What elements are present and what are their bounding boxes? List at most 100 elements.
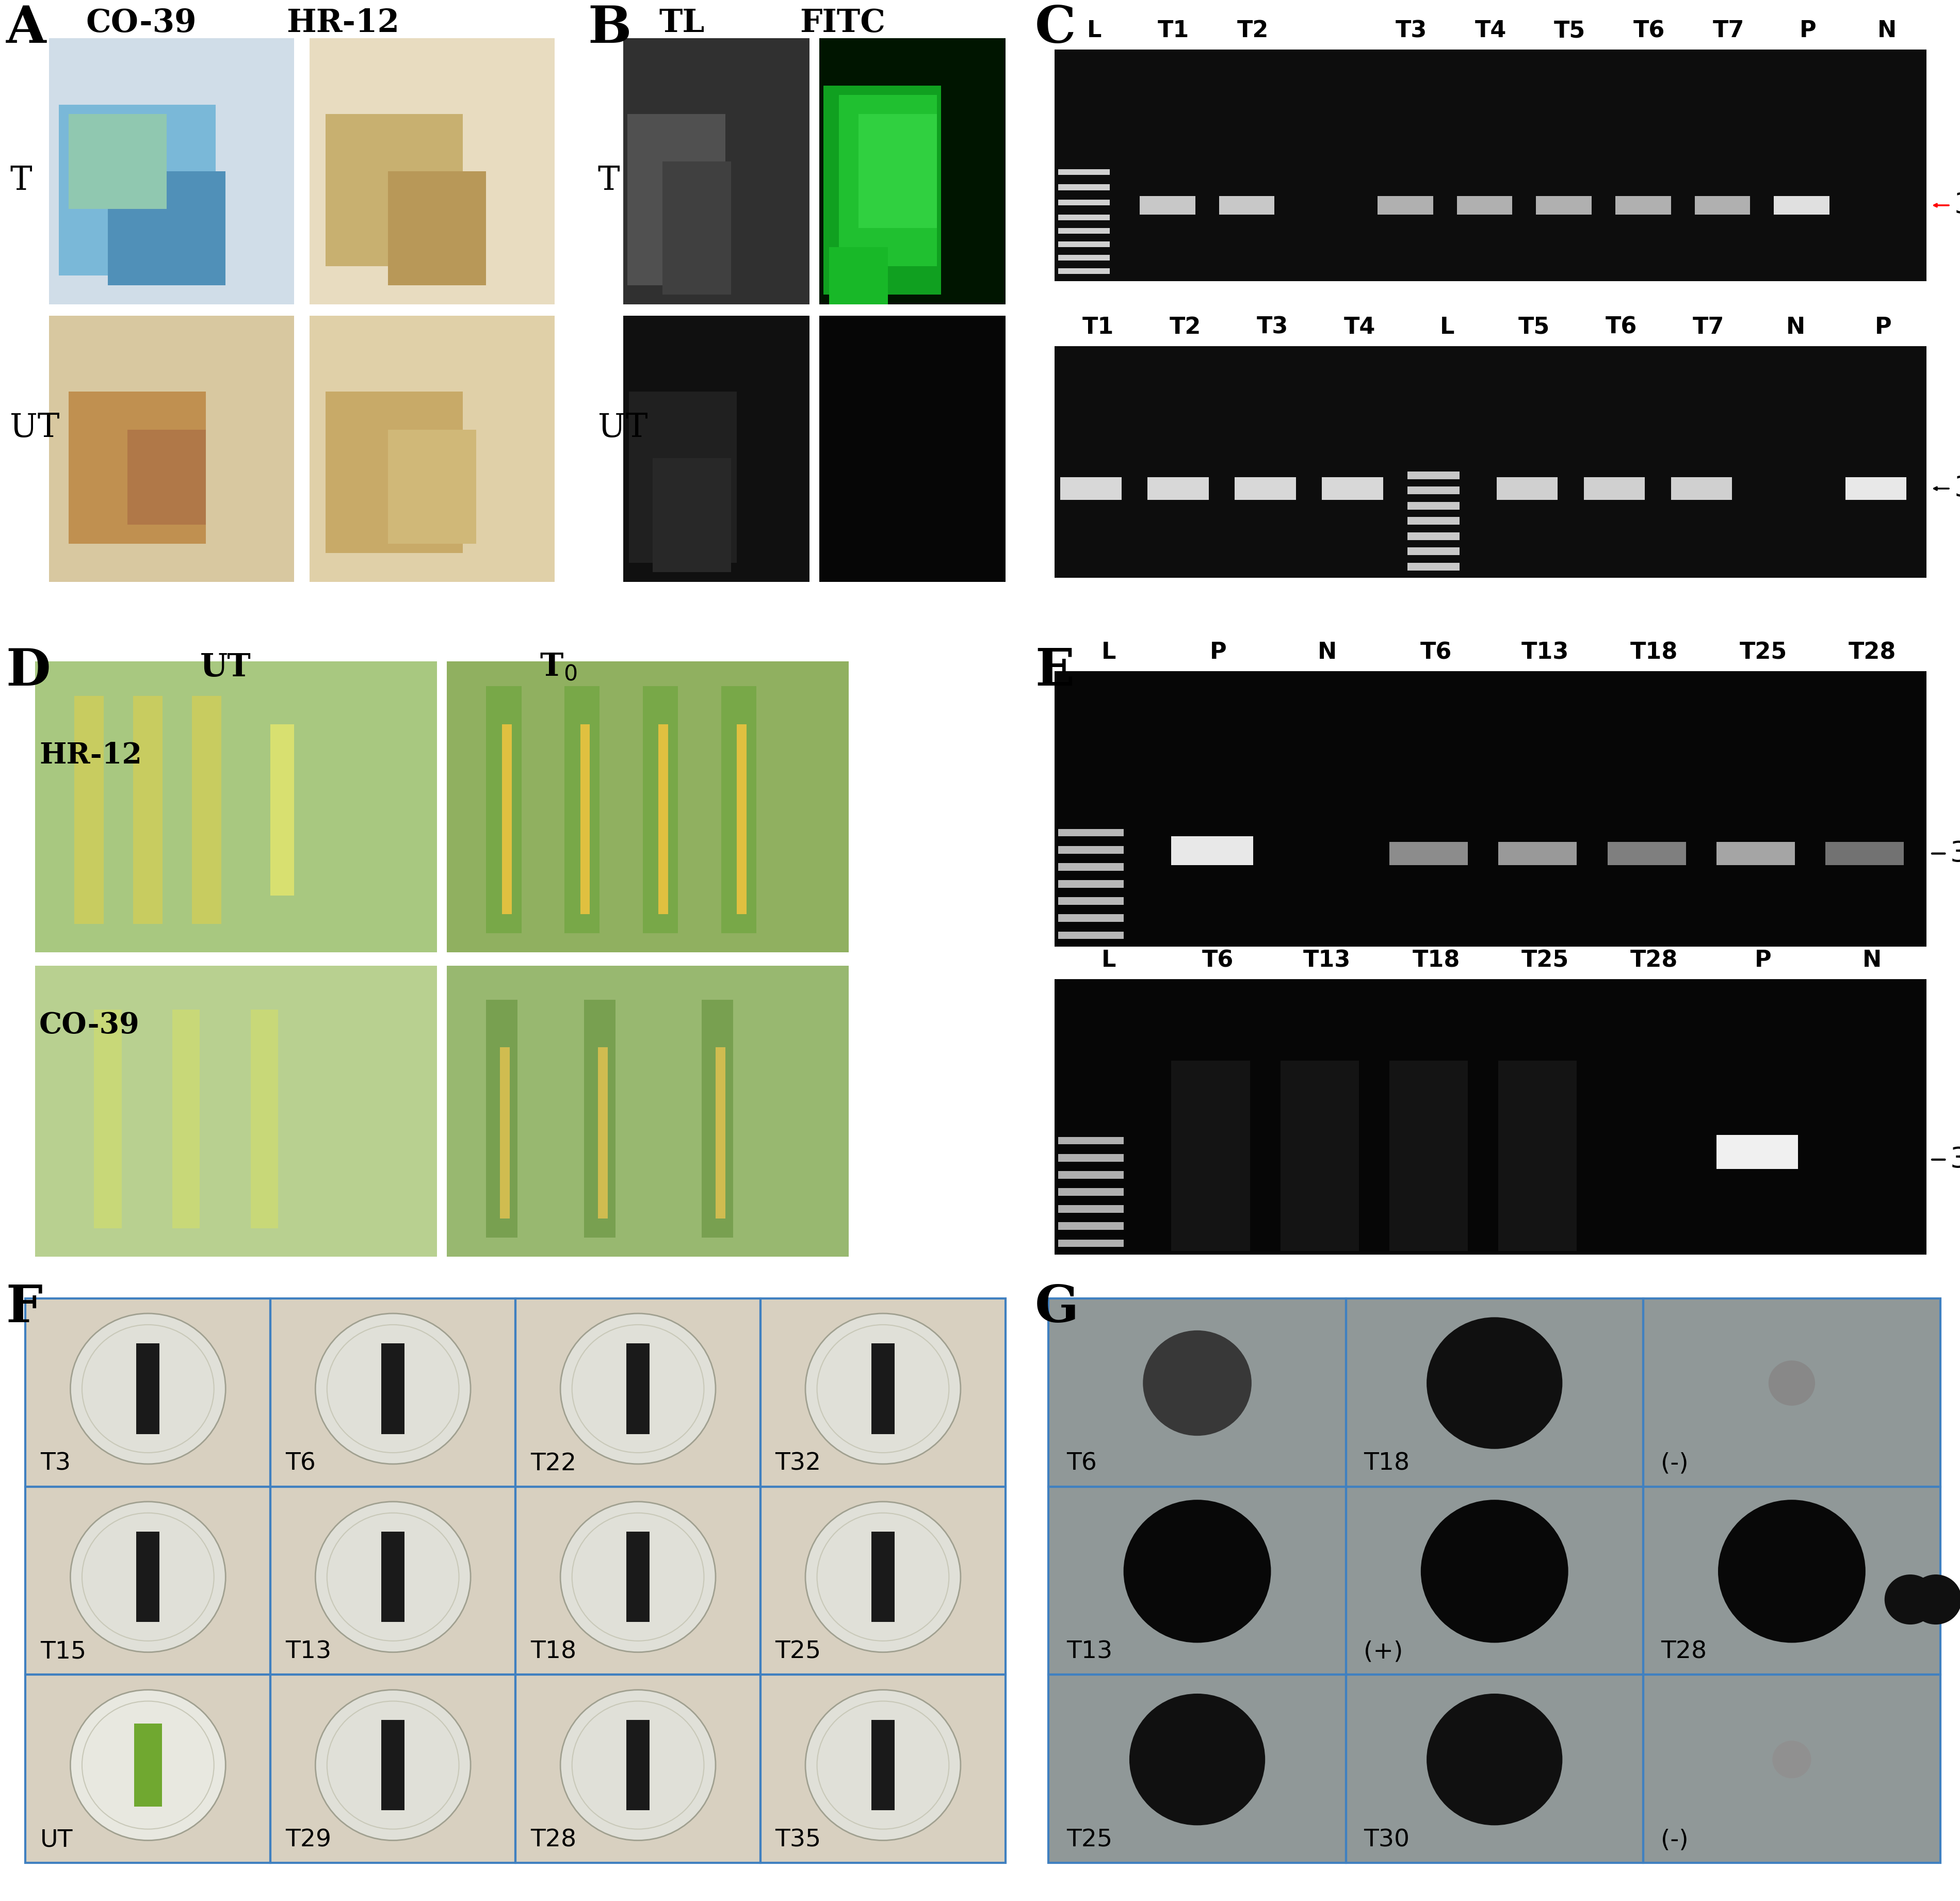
Bar xyxy=(1407,517,1460,525)
Bar xyxy=(1172,836,1252,865)
Bar xyxy=(564,686,600,933)
Bar xyxy=(1058,914,1123,922)
Text: L: L xyxy=(1102,949,1117,971)
Bar xyxy=(1717,1135,1797,1169)
Bar xyxy=(1407,471,1460,479)
Circle shape xyxy=(1143,1331,1252,1435)
Text: 303bp: 303bp xyxy=(1954,475,1960,502)
Bar xyxy=(1695,196,1750,215)
Bar xyxy=(1058,228,1109,234)
Text: T3: T3 xyxy=(1256,316,1288,338)
Bar xyxy=(1058,1188,1123,1196)
Text: T22: T22 xyxy=(529,1452,576,1475)
Text: T: T xyxy=(598,165,619,196)
Text: T6: T6 xyxy=(1066,1452,1098,1475)
Text: T18: T18 xyxy=(1631,641,1678,663)
Bar xyxy=(515,1487,760,1675)
Text: CO-39: CO-39 xyxy=(39,1011,139,1040)
Text: N: N xyxy=(1317,641,1337,663)
Text: L: L xyxy=(1102,641,1117,663)
Bar xyxy=(49,38,294,304)
Circle shape xyxy=(1129,1694,1264,1825)
Bar xyxy=(858,114,937,228)
Bar xyxy=(1774,196,1829,215)
Bar xyxy=(1058,829,1123,836)
Text: P: P xyxy=(1754,949,1772,971)
Bar xyxy=(1347,1487,1642,1675)
Bar xyxy=(1058,1222,1123,1230)
Circle shape xyxy=(1421,1500,1568,1642)
Bar xyxy=(325,114,463,266)
Bar xyxy=(1219,196,1274,215)
Text: T28: T28 xyxy=(1631,949,1678,971)
Bar xyxy=(627,1532,649,1622)
Bar xyxy=(1049,1298,1940,1863)
Bar xyxy=(1054,671,1927,947)
Bar xyxy=(1347,1298,1642,1487)
Bar xyxy=(270,724,294,895)
Bar xyxy=(721,686,757,933)
Bar xyxy=(69,392,206,544)
Bar xyxy=(137,1532,159,1622)
Bar xyxy=(127,430,206,525)
Text: T30: T30 xyxy=(1364,1829,1409,1852)
Circle shape xyxy=(806,1690,960,1840)
Circle shape xyxy=(1909,1574,1960,1625)
Text: T18: T18 xyxy=(529,1641,576,1663)
Text: HR-12: HR-12 xyxy=(286,8,400,38)
Bar xyxy=(310,38,555,304)
Text: E: E xyxy=(1035,646,1074,696)
Bar xyxy=(515,1675,760,1863)
Bar xyxy=(819,316,1005,582)
Bar xyxy=(388,171,486,285)
Circle shape xyxy=(806,1502,960,1652)
Text: T15: T15 xyxy=(39,1641,86,1663)
Bar xyxy=(1054,979,1927,1255)
Text: L: L xyxy=(1441,316,1454,338)
Text: T13: T13 xyxy=(1303,949,1350,971)
Bar xyxy=(251,1009,278,1228)
Bar xyxy=(1058,1239,1123,1247)
Text: UT: UT xyxy=(10,413,59,443)
Bar xyxy=(1495,477,1558,500)
Bar xyxy=(872,1720,894,1810)
Bar xyxy=(702,1000,733,1238)
Text: UT: UT xyxy=(598,413,647,443)
Text: T32: T32 xyxy=(774,1452,821,1475)
Bar xyxy=(388,430,476,544)
Text: CO-39: CO-39 xyxy=(86,8,196,38)
Text: D: D xyxy=(6,646,51,696)
Text: (-): (-) xyxy=(1660,1829,1690,1852)
Text: TL: TL xyxy=(659,8,706,38)
Bar xyxy=(35,966,437,1257)
Bar xyxy=(829,247,888,304)
Text: T13: T13 xyxy=(1521,641,1568,663)
Text: T18: T18 xyxy=(1413,949,1460,971)
Bar xyxy=(1049,1487,1347,1675)
Text: T6: T6 xyxy=(1421,641,1452,663)
Bar xyxy=(1642,1675,1940,1863)
Text: T$_0$: T$_0$ xyxy=(539,652,578,682)
Text: T25: T25 xyxy=(1739,641,1788,663)
Bar xyxy=(1584,477,1644,500)
Text: 301bp: 301bp xyxy=(1954,192,1960,219)
Text: T1: T1 xyxy=(1158,19,1190,42)
Bar xyxy=(1280,1061,1358,1251)
Bar xyxy=(486,686,521,933)
Bar xyxy=(839,95,937,266)
Bar xyxy=(25,1298,270,1487)
Text: L: L xyxy=(1086,19,1102,42)
Bar xyxy=(1058,863,1123,871)
Bar xyxy=(1642,1298,1940,1487)
Bar xyxy=(1825,842,1903,865)
Bar xyxy=(270,1298,515,1487)
Text: T25: T25 xyxy=(1521,949,1568,971)
Bar xyxy=(584,1000,615,1238)
Text: T4: T4 xyxy=(1474,19,1507,42)
Bar xyxy=(1390,1061,1468,1251)
Bar xyxy=(760,1675,1005,1863)
Bar xyxy=(1607,842,1686,865)
Bar xyxy=(872,1532,894,1622)
Text: T6: T6 xyxy=(286,1452,316,1475)
Bar xyxy=(1058,846,1123,854)
